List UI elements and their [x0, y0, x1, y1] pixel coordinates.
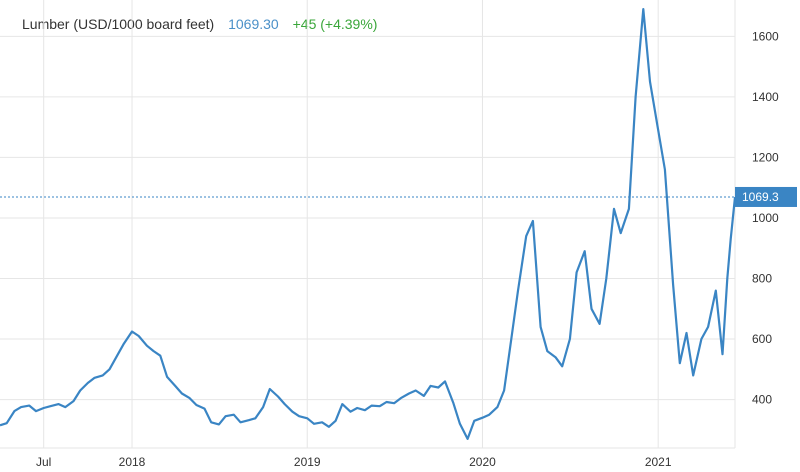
- x-tick-label: Jul: [36, 455, 51, 469]
- x-tick-label: 2021: [645, 455, 672, 469]
- series-line: [0, 8, 737, 440]
- y-tick-label: 400: [752, 393, 772, 407]
- last-price: 1069.30: [228, 16, 279, 32]
- price-change: +45 (+4.39%): [292, 16, 378, 32]
- last-value-box: [735, 186, 797, 207]
- y-tick-label: 1000: [752, 211, 779, 225]
- x-tick-label: 2020: [469, 455, 496, 469]
- y-tick-label: 1200: [752, 150, 779, 164]
- x-tick-label: 2018: [119, 455, 146, 469]
- y-tick-label: 1400: [752, 90, 779, 104]
- chart-header: Lumber (USD/1000 board feet) 1069.30 +45…: [22, 16, 387, 32]
- y-tick-label: 800: [752, 271, 772, 285]
- y-tick-label: 600: [752, 332, 772, 346]
- last-value-label: 1069.3: [742, 190, 779, 204]
- chart-title: Lumber (USD/1000 board feet): [22, 16, 215, 32]
- x-tick-label: 2019: [294, 455, 321, 469]
- y-tick-label: 1600: [752, 29, 779, 43]
